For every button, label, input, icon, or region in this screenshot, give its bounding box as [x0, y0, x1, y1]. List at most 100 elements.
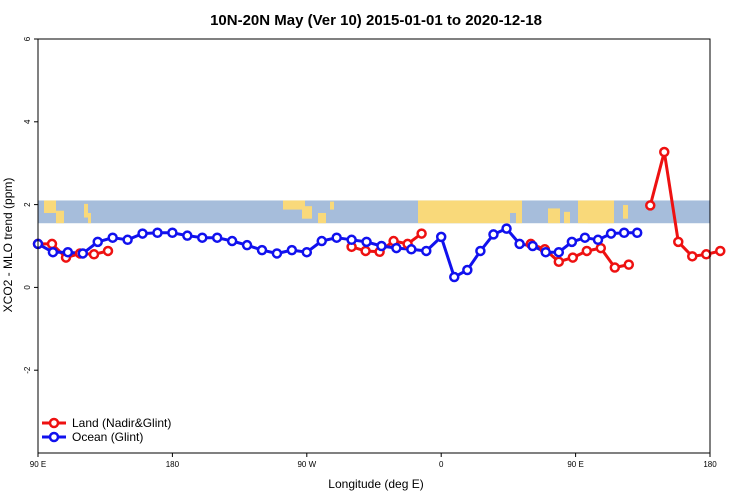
legend: Land (Nadir&Glint)Ocean (Glint): [42, 416, 171, 444]
ocean-point-7: [137, 228, 148, 239]
ocean-point-14: [241, 239, 253, 251]
ocean-point-39: [592, 234, 604, 246]
ocean-point-33: [514, 238, 525, 250]
ocean-point-17: [286, 244, 298, 256]
y-tick-label-3: 4: [23, 119, 32, 124]
land-seg3-point-5: [715, 245, 726, 257]
legend-label-0: Land (Nadir&Glint): [72, 416, 171, 430]
land-seg2-point-2: [553, 256, 565, 267]
ocean-point-20: [331, 232, 342, 243]
map-land-3: [88, 212, 91, 224]
map-land-11: [548, 208, 560, 224]
land-seg0-point-1: [46, 238, 58, 250]
legend-marker-1: [48, 431, 60, 443]
map-land-14: [588, 211, 602, 224]
map-land-5: [302, 206, 312, 219]
ocean-point-10: [182, 230, 193, 241]
land-seg3-point-4: [701, 249, 712, 260]
map-land-12: [564, 211, 570, 224]
ocean-point-6: [122, 234, 133, 246]
land-seg0-point-4: [88, 249, 100, 260]
map-band: [38, 200, 710, 224]
ocean-point-27: [435, 231, 447, 243]
ocean-point-13: [226, 235, 238, 247]
ocean-point-11: [197, 232, 208, 243]
x-tick-label-0: 90 E: [30, 460, 46, 469]
ocean-point-5: [107, 232, 118, 243]
map-land-6: [318, 212, 326, 224]
series-layer: [32, 146, 726, 283]
ocean-point-42: [631, 227, 643, 239]
ocean-point-12: [211, 232, 223, 243]
land-seg3-point-0: [645, 200, 656, 211]
land-seg2-point-7: [623, 259, 635, 270]
land-seg3-point-2: [673, 236, 684, 248]
ocean-point-40: [605, 228, 617, 239]
y-axis-label: XCO2 - MLO trend (ppm): [1, 178, 15, 313]
land-seg3-point-1: [659, 146, 670, 158]
ocean-point-3: [77, 248, 89, 259]
land-seg2-point-6: [609, 262, 621, 273]
plot-frame: [37, 38, 711, 454]
y-tick-label-4: 6: [23, 36, 32, 41]
ocean-point-25: [406, 244, 417, 255]
ocean-point-38: [579, 232, 591, 243]
ocean-point-28: [449, 271, 460, 283]
map-land-15: [623, 205, 628, 219]
ocean-point-35: [540, 246, 551, 258]
x-axis-label: Longitude (deg E): [328, 477, 423, 491]
ocean-point-29: [462, 264, 473, 276]
land-seg3-point-3: [687, 251, 698, 262]
y-tick-label-1: 0: [23, 285, 32, 290]
ocean-point-19: [316, 235, 327, 247]
x-tick-label-5: 180: [703, 460, 717, 469]
land-seg2-point-5: [595, 242, 607, 254]
map-land-2: [84, 203, 88, 218]
ocean-point-31: [488, 229, 499, 240]
map-land-7: [330, 201, 334, 210]
map-land-9: [510, 200, 522, 213]
ocean-point-15: [256, 244, 268, 256]
land-seg2-point-4: [581, 245, 593, 257]
ocean-point-36: [553, 246, 565, 258]
ocean-point-1: [47, 246, 59, 258]
ocean-point-4: [92, 236, 103, 248]
ocean-point-37: [566, 236, 578, 248]
map-land-4: [283, 200, 305, 210]
ocean-point-30: [475, 245, 486, 257]
ocean-point-41: [618, 227, 630, 239]
land-seg1-point-1: [360, 245, 371, 257]
legend-label-1: Ocean (Glint): [72, 430, 143, 444]
ocean-point-26: [421, 245, 432, 257]
map-land-8: [418, 200, 510, 224]
legend-marker-0: [48, 417, 60, 429]
map-land-1: [56, 210, 64, 224]
ocean-point-22: [361, 236, 372, 248]
x-tick-label-2: 90 W: [297, 460, 316, 469]
x-tick-label-4: 90 E: [567, 460, 583, 469]
ocean-point-23: [376, 240, 387, 252]
x-tick-label-3: 0: [439, 460, 444, 469]
map-ocean: [38, 200, 710, 224]
chart-title: 10N-20N May (Ver 10) 2015-01-01 to 2020-…: [210, 12, 542, 29]
ocean-point-8: [152, 227, 163, 239]
ocean-point-18: [301, 246, 313, 258]
map-land-0: [44, 200, 56, 213]
x-tick-label-1: 180: [166, 460, 180, 469]
ocean-point-21: [346, 234, 357, 246]
land-seg0-point-5: [102, 245, 114, 257]
x-axis: 90 E 180 90 W 0 90 E 180: [30, 453, 717, 469]
ocean-point-9: [167, 227, 178, 239]
ocean-point-16: [271, 248, 283, 259]
y-tick-label-2: 2: [23, 202, 32, 207]
y-tick-label-0: -2: [23, 366, 32, 374]
land-seg1-point-5: [416, 228, 427, 239]
ocean-point-2: [62, 246, 74, 258]
ocean-point-34: [527, 240, 538, 252]
ocean-point-24: [391, 242, 402, 254]
land-seg2-point-3: [567, 252, 579, 263]
map-land-10: [516, 211, 522, 224]
y-axis: -2 0 2 4 6: [23, 36, 38, 374]
ocean-point-32: [501, 223, 512, 234]
